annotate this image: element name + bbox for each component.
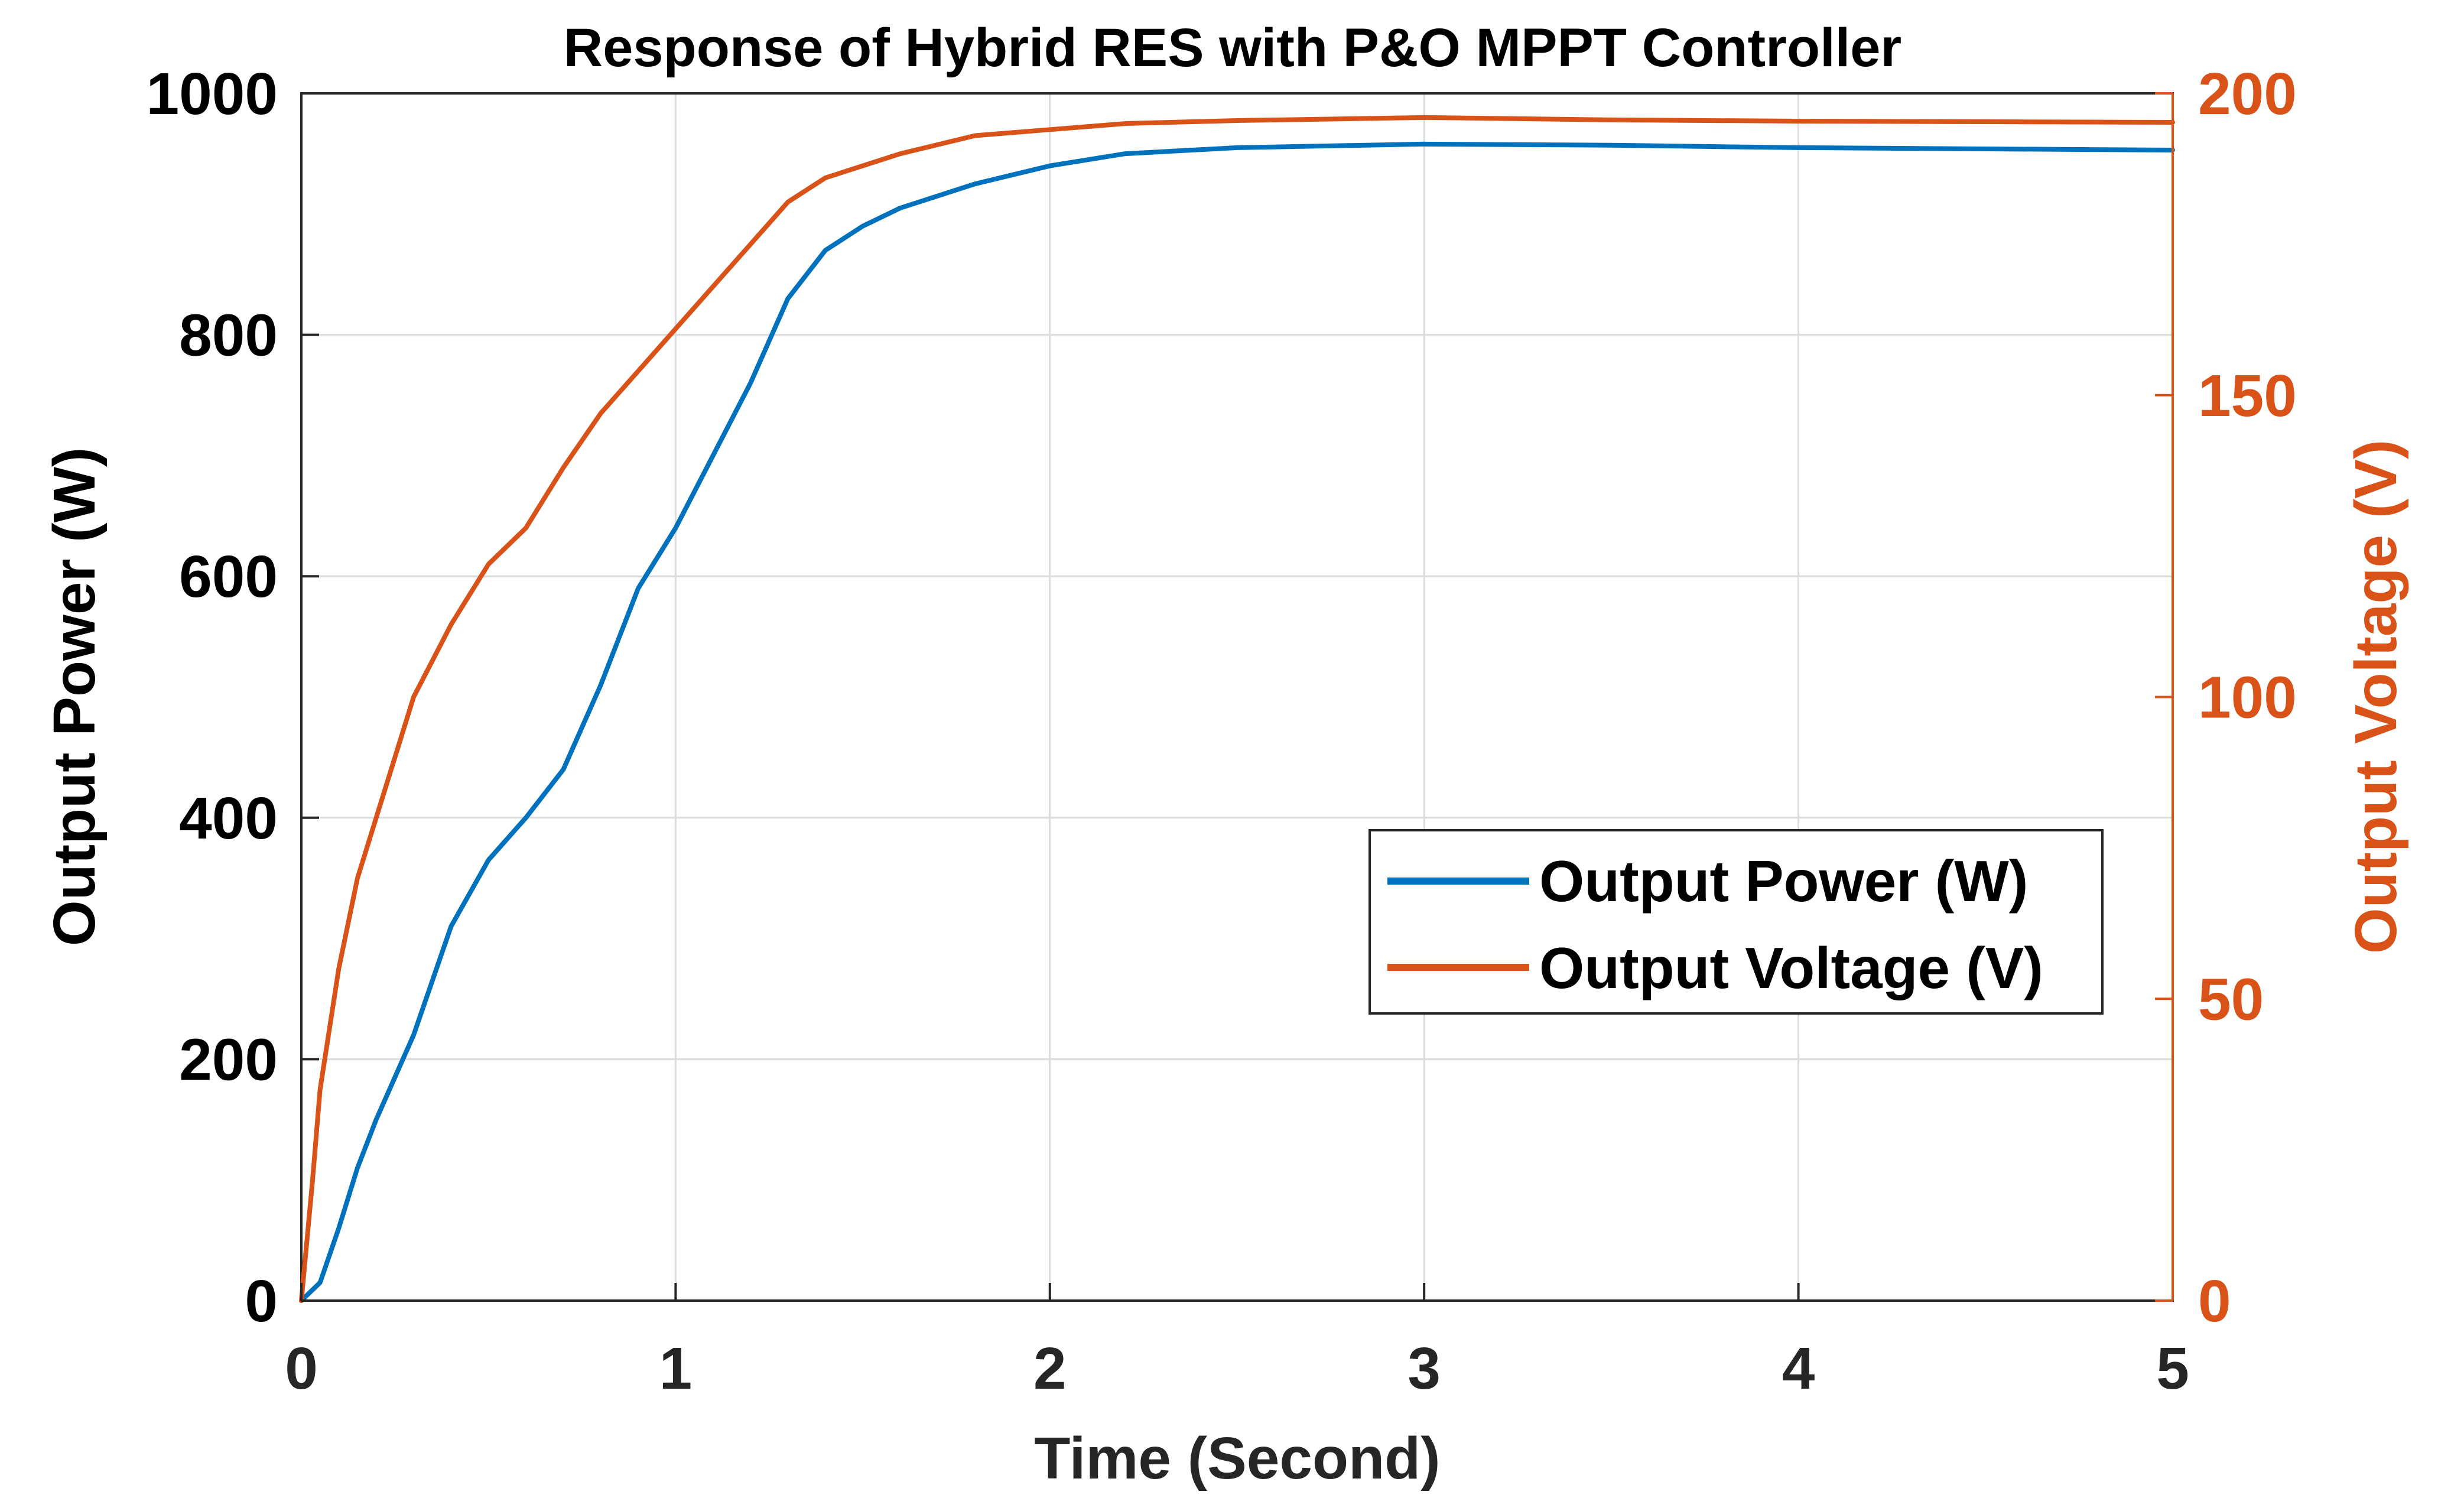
y-left-tick-label: 200 bbox=[179, 1026, 278, 1093]
y-axis-label-right: Output Voltage (V) bbox=[2343, 440, 2409, 954]
y-right-tick-label: 150 bbox=[2198, 363, 2297, 429]
x-tick-label: 3 bbox=[1407, 1335, 1441, 1402]
series-layer bbox=[299, 115, 2175, 1303]
y-axis-label-left: Output Power (W) bbox=[41, 447, 108, 946]
y-right-tick-label: 50 bbox=[2198, 966, 2264, 1032]
y-left-tick-label: 600 bbox=[179, 544, 278, 610]
x-tick-label: 1 bbox=[659, 1335, 693, 1402]
y-left-tick-label: 1000 bbox=[147, 61, 278, 127]
y-left-tick-label: 800 bbox=[179, 303, 278, 369]
x-tick-label: 2 bbox=[1033, 1335, 1067, 1402]
series-line-output-power bbox=[299, 141, 2175, 1303]
x-axis-label: Time (Second) bbox=[1034, 1425, 1440, 1491]
y-left-tick-label: 400 bbox=[179, 785, 278, 852]
series-line-output-voltage bbox=[299, 115, 2175, 1303]
y-right-tick-label: 200 bbox=[2198, 61, 2297, 127]
legend-box bbox=[1368, 829, 2104, 1015]
y-left-tick-label: 0 bbox=[245, 1268, 278, 1334]
x-tick-label: 4 bbox=[1782, 1335, 1815, 1402]
y-right-tick-label: 100 bbox=[2198, 665, 2297, 731]
x-tick-label: 0 bbox=[285, 1335, 318, 1402]
chart-title: Response of Hybrid RES with P&O MPPT Con… bbox=[564, 18, 1901, 78]
x-tick-label: 5 bbox=[2156, 1335, 2189, 1402]
legend-label-power: Output Power (W) bbox=[1539, 849, 2028, 914]
legend-label-voltage: Output Voltage (V) bbox=[1539, 935, 2043, 1000]
y-right-tick-label: 0 bbox=[2198, 1268, 2231, 1334]
legend: Output Power (W) Output Voltage (V) bbox=[1368, 829, 2104, 1015]
